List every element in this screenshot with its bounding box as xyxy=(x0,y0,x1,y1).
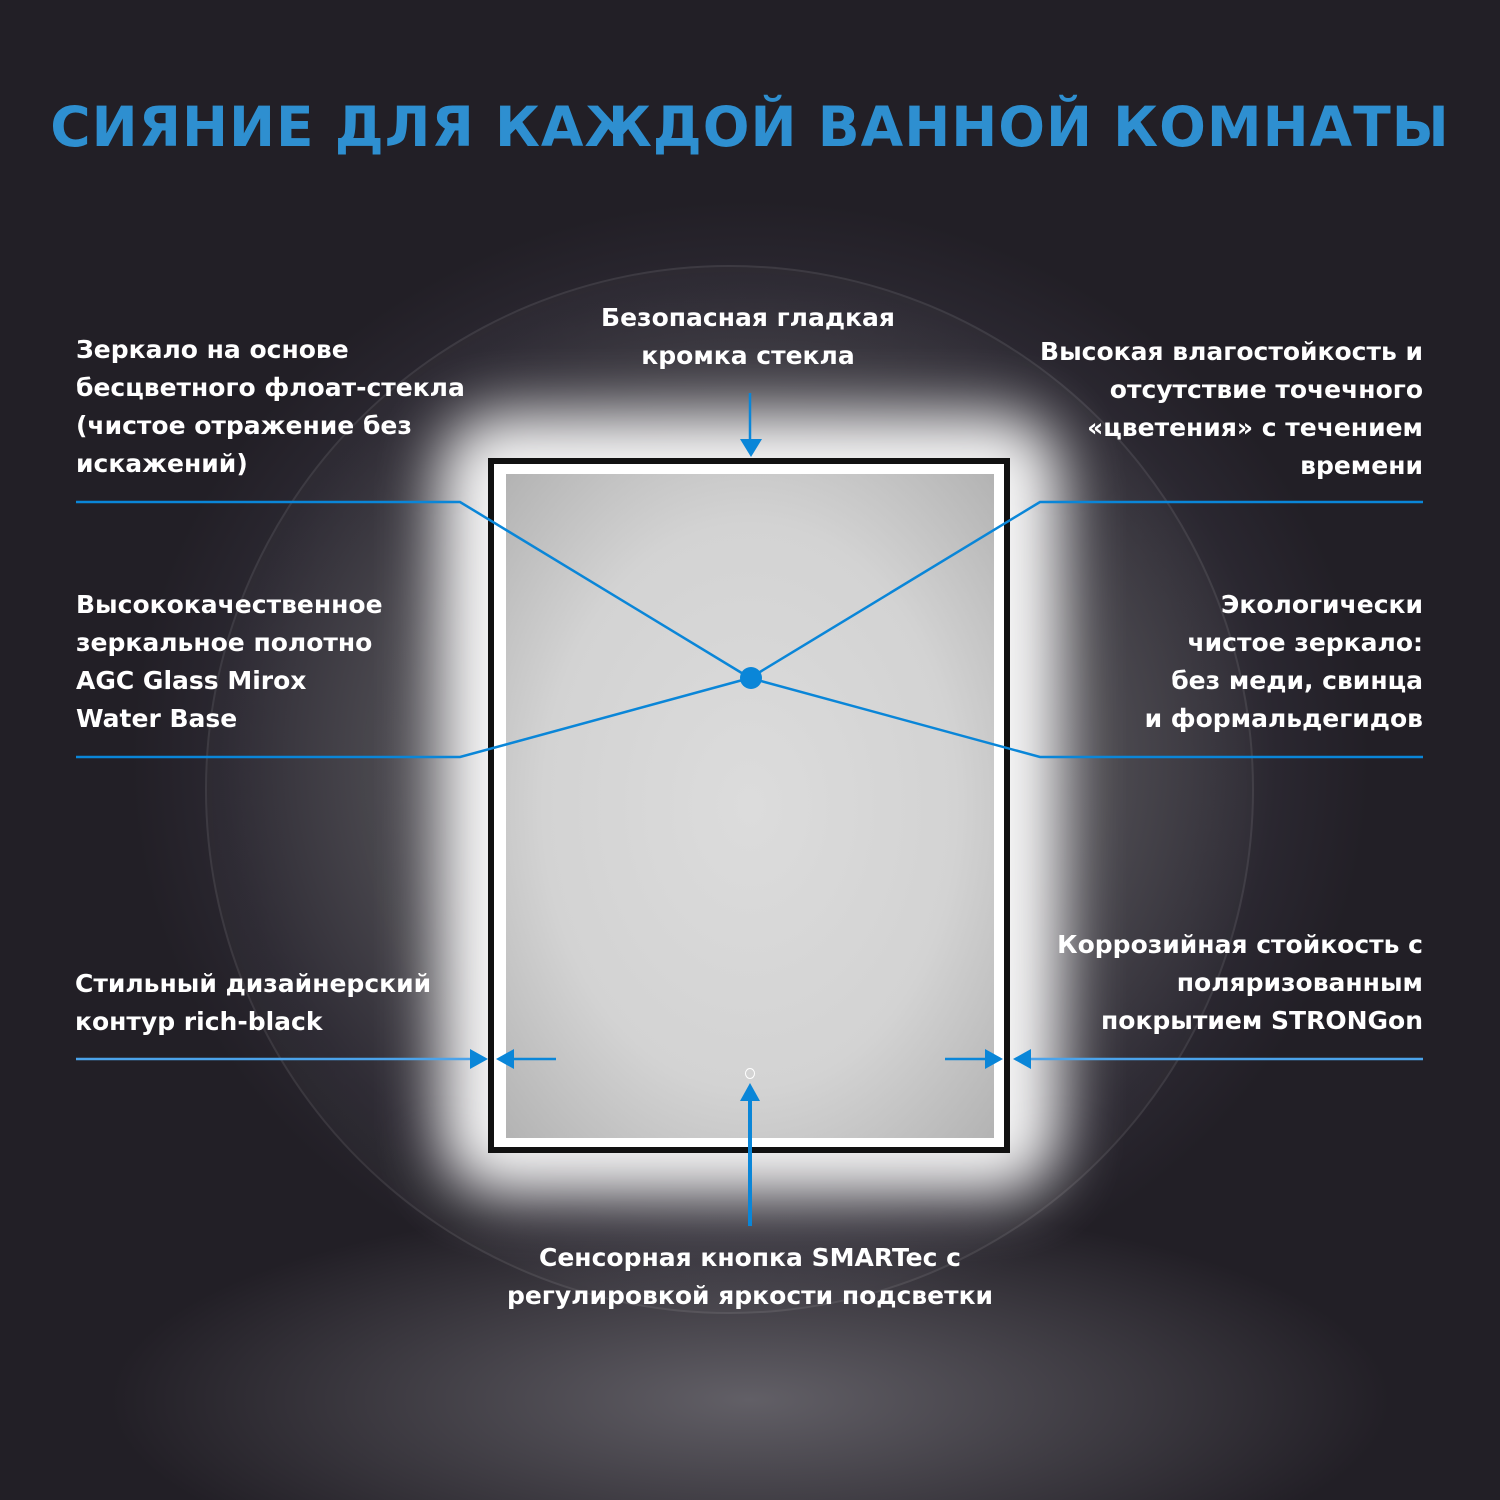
feature-bottom-center: Сенсорная кнопка SMARTec с регулировкой … xyxy=(450,1239,1050,1315)
center-point xyxy=(740,667,762,689)
arrow-right-icon xyxy=(470,1049,488,1069)
callout-right-mid xyxy=(749,676,1423,759)
feature-left-bottom: Стильный дизайнерский контур rich-black xyxy=(75,965,431,1041)
arrow-up-icon xyxy=(740,1083,760,1101)
feature-right-mid: Экологически чистое зеркало: без меди, с… xyxy=(923,586,1423,738)
feature-line: покрытием STRONGon xyxy=(1101,1006,1423,1035)
page-title: СИЯНИЕ ДЛЯ КАЖДОЙ ВАННОЙ КОМНАТЫ xyxy=(50,95,1450,159)
feature-line: Сенсорная кнопка SMARTec с xyxy=(539,1243,961,1272)
arrow-left-icon xyxy=(496,1049,514,1069)
feature-line: регулировкой яркости подсветки xyxy=(506,1281,994,1310)
feature-line: и формальдегидов xyxy=(1144,704,1423,733)
feature-right-bottom: Коррозийная стойкость с поляризованным п… xyxy=(923,926,1423,1040)
feature-line: чистое зеркало: xyxy=(1187,628,1423,657)
touch-button-icon xyxy=(745,1068,755,1079)
feature-line: Коррозийная стойкость с xyxy=(1057,930,1423,959)
feature-top-center: Безопасная гладкая кромка стекла xyxy=(548,299,948,375)
callout-left-mid xyxy=(76,676,751,759)
feature-line: искажений) xyxy=(76,449,248,478)
arrow-down-icon xyxy=(740,439,762,457)
feature-left-top: Зеркало на основе бесцветного флоат-стек… xyxy=(76,331,465,483)
feature-line: поляризованным xyxy=(1176,968,1423,997)
arrow-right-icon xyxy=(985,1049,1003,1069)
callout-right-top xyxy=(749,500,1423,680)
mirror-glass xyxy=(506,474,994,1138)
feature-line: Зеркало на основе xyxy=(76,335,349,364)
feature-line: отсутствие точечного xyxy=(1109,375,1423,404)
feature-line: бесцветного флоат-стекла xyxy=(76,373,465,402)
feature-line: Безопасная гладкая xyxy=(601,303,895,332)
feature-line: AGC Glass Mirox xyxy=(76,666,307,695)
arrow-left-icon xyxy=(1013,1049,1031,1069)
feature-line: (чистое отражение без xyxy=(76,411,412,440)
feature-line: без меди, свинца xyxy=(1171,666,1423,695)
feature-left-mid: Высококачественное зеркальное полотно AG… xyxy=(76,586,383,738)
feature-line: кромка стекла xyxy=(641,341,855,370)
feature-line: «цветения» с течением xyxy=(1087,413,1423,442)
callout-left-top xyxy=(76,500,751,680)
feature-line: Высокая влагостойкость и xyxy=(1040,337,1423,366)
feature-line: времени xyxy=(1300,451,1423,480)
feature-line: Высококачественное xyxy=(76,590,383,619)
feature-right-top: Высокая влагостойкость и отсутствие точе… xyxy=(923,333,1423,485)
feature-line: зеркальное полотно xyxy=(76,628,373,657)
feature-line: Water Base xyxy=(76,704,238,733)
feature-line: контур rich-black xyxy=(75,1007,323,1036)
feature-line: Стильный дизайнерский xyxy=(75,969,432,998)
feature-line: Экологически xyxy=(1221,590,1423,619)
